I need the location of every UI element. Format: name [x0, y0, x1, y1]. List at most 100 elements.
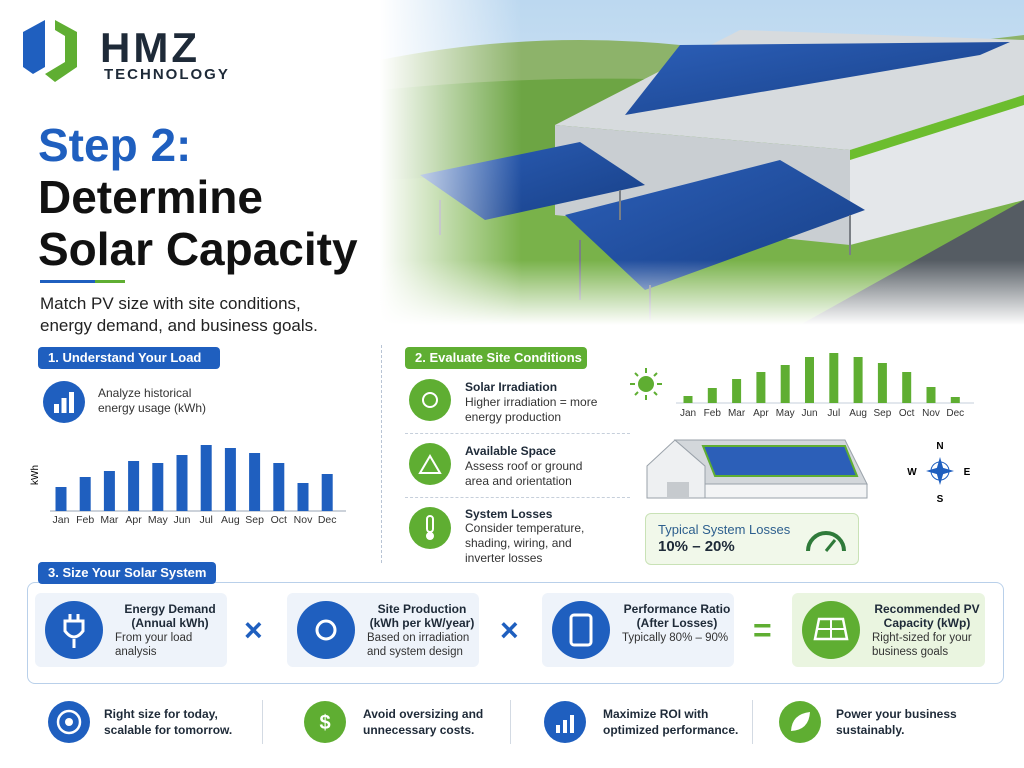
bar	[805, 357, 814, 403]
decoration	[45, 20, 77, 82]
x-tick-label: Oct	[899, 408, 915, 419]
site-item-text: Higher irradiation = more energy product…	[465, 395, 598, 424]
decoration	[667, 482, 689, 498]
decoration	[409, 379, 451, 421]
factor-title: Performance Ratio (After Losses)	[623, 602, 731, 630]
divider	[381, 345, 382, 563]
x-tick-label: May	[776, 408, 795, 419]
x-tick-label: Nov	[922, 408, 940, 419]
factor-text: Based on irradiation and system design	[367, 632, 470, 658]
bar	[321, 474, 333, 511]
decoration	[65, 718, 73, 726]
chart-icon	[43, 381, 85, 423]
section-heading: 1. Understand Your Load	[38, 347, 220, 369]
compass-label: S	[937, 494, 944, 505]
decoration	[806, 531, 846, 552]
decoration	[426, 532, 434, 540]
decoration	[556, 725, 560, 733]
title-line: Solar Capacity	[38, 223, 358, 275]
site-item-title: System Losses	[465, 507, 553, 521]
benefit-icon	[48, 701, 90, 743]
benefit-icon	[544, 701, 586, 743]
benefit-icon: $	[304, 701, 346, 743]
bar	[273, 463, 285, 511]
load-description: Analyze historical energy usage (kWh)	[98, 386, 207, 415]
decoration	[63, 614, 85, 648]
site-item-title: Available Space	[465, 444, 556, 458]
bar	[152, 463, 164, 511]
section-heading: 3. Size Your Solar System	[38, 562, 216, 584]
bar	[853, 357, 863, 403]
bar	[780, 365, 790, 403]
bar	[829, 353, 839, 403]
x-tick-label: Jun	[174, 514, 191, 526]
bar	[756, 372, 766, 403]
divider	[262, 700, 263, 744]
compass-label: E	[964, 467, 971, 478]
underline	[95, 280, 125, 283]
bar	[200, 445, 212, 511]
x-tick-label: Mar	[728, 408, 746, 419]
bar	[55, 487, 67, 511]
x-tick-label: Mar	[100, 514, 119, 526]
decoration: $	[319, 712, 330, 734]
divider	[752, 700, 753, 744]
decoration	[552, 601, 610, 659]
factor-text: From your load analysis	[115, 632, 193, 658]
brand: HMZ	[100, 24, 200, 71]
site-item-text: Consider temperature, shading, wiring, a…	[465, 521, 585, 565]
x-tick-label: Jul	[827, 408, 840, 419]
x-tick-label: Jun	[801, 408, 817, 419]
bar	[707, 388, 717, 403]
decoration	[704, 483, 868, 499]
bar	[103, 471, 115, 511]
x-tick-label: Jan	[53, 514, 70, 526]
decoration	[69, 392, 74, 413]
subtitle: Match PV size with site conditions, ener…	[40, 294, 318, 335]
operator: ×	[244, 612, 263, 648]
benefit-text: Power your business sustainably.	[836, 707, 957, 737]
losses-value: 10% – 20%	[658, 538, 735, 555]
gauge-icon	[806, 531, 846, 552]
sizing-panel	[27, 582, 1004, 684]
bar	[902, 372, 912, 403]
decoration	[653, 372, 658, 377]
operator: =	[753, 612, 772, 648]
decoration	[634, 372, 639, 377]
factor-text: Right-sized for your business goals	[872, 632, 972, 658]
x-tick-label: Jan	[680, 408, 696, 419]
factor-card: Energy Demand (Annual kWh) From your loa…	[35, 593, 227, 667]
decoration	[638, 376, 654, 392]
decoration	[569, 613, 593, 647]
decoration	[930, 461, 950, 481]
x-tick-label: Feb	[76, 514, 94, 526]
compass-label: N	[936, 441, 943, 452]
factor-title: Recommended PV Capacity (kWp)	[874, 602, 980, 630]
sun-icon	[630, 368, 662, 400]
factor-title: Energy Demand (Annual kWh)	[124, 602, 216, 630]
losses-box	[645, 513, 859, 565]
decoration	[304, 701, 346, 743]
losses-label: Typical System Losses	[658, 522, 791, 537]
x-tick-label: Aug	[221, 514, 240, 526]
bar	[128, 461, 140, 511]
factor-icon	[297, 601, 355, 659]
decoration	[418, 454, 442, 474]
x-tick-label: Apr	[753, 408, 769, 419]
compass: N E S W	[907, 441, 971, 505]
decoration	[813, 617, 849, 641]
benefit-text: Avoid oversizing and unnecessary costs.	[363, 707, 484, 737]
decoration	[409, 443, 451, 485]
logo-icon	[23, 20, 77, 82]
decoration	[61, 398, 67, 413]
y-axis-label: kWh	[30, 465, 41, 485]
decoration	[701, 445, 859, 477]
factor-icon	[552, 601, 610, 659]
decoration	[45, 601, 103, 659]
decoration	[422, 392, 438, 408]
title-step: Step 2:	[38, 119, 192, 171]
brand-sub: TECHNOLOGY	[104, 66, 230, 83]
x-tick-label: May	[148, 514, 169, 526]
bar	[249, 453, 261, 511]
